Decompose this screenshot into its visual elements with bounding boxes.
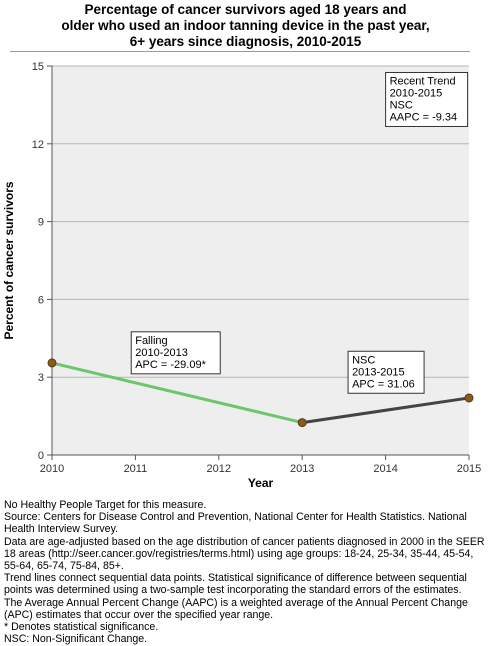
chart-title-line-3: 6+ years since diagnosis, 2010-2015	[129, 34, 362, 49]
data-point	[47, 358, 57, 368]
x-tick-label: 2011	[124, 463, 148, 475]
annotation-text: 2013-2015	[352, 366, 405, 378]
data-point	[464, 393, 474, 403]
annotation-text: NSC	[352, 354, 375, 366]
y-tick-label: 3	[38, 372, 44, 384]
footnote-3: Data are age-adjusted based on the age d…	[4, 535, 485, 573]
x-tick-label: 2012	[207, 463, 231, 475]
footnote-6: * Denotes statistical significance.	[4, 621, 159, 634]
chart-title: Percentage of cancer survivors aged 18 y…	[0, 2, 491, 50]
chart-title-line-2: older who used an indoor tanning device …	[61, 18, 430, 33]
footnote-1: No Healthy People Target for this measur…	[4, 499, 207, 511]
annotation-box	[130, 331, 221, 375]
trend-segment	[50, 361, 304, 425]
annotation-text: 2010-2013	[135, 347, 188, 359]
footnote-5: The Average Annual Percent Change (AAPC)…	[4, 596, 468, 621]
annotation-box	[347, 350, 425, 394]
y-tick-label: 6	[38, 294, 44, 306]
footnote-4: Trend lines connect sequential data poin…	[4, 572, 467, 597]
footnote-2: Source: Centers for Disease Control and …	[4, 511, 467, 536]
footnotes: No Healthy People Target for this measur…	[4, 499, 488, 645]
y-tick-label: 12	[32, 139, 44, 151]
x-tick-label: 2014	[373, 463, 397, 475]
line-chart: 0 3 6 9 12 15 2010 2011 2012 2013 2014 2015 Year Perc…	[2, 61, 481, 490]
x-tick-label: 2013	[290, 463, 314, 475]
annotation-text: APC = -29.09*	[135, 359, 206, 371]
annotation-text: AAPC = -9.34	[390, 111, 458, 123]
trend-segment	[300, 396, 471, 425]
footnote-7: NSC: Non-Significant Change.	[4, 633, 148, 646]
annotation-box	[385, 71, 469, 127]
y-tick-label: 9	[38, 217, 44, 229]
title-divider	[10, 51, 470, 52]
chart-title-line-1: Percentage of cancer survivors aged 18 y…	[84, 2, 407, 17]
y-axis-title: Percent of cancer survivors	[2, 181, 16, 339]
data-point	[297, 418, 307, 428]
annotation-text: NSC	[390, 99, 413, 111]
y-tick-label: 0	[38, 450, 44, 462]
y-tick-label: 15	[32, 61, 44, 73]
annotation-text: Recent Trend	[390, 75, 456, 87]
annotation-text: APC = 31.06	[352, 378, 415, 390]
x-tick-label: 2015	[457, 463, 481, 475]
annotation-text: 2010-2015	[390, 87, 443, 99]
x-tick-label: 2010	[40, 463, 64, 475]
annotation-text: Falling	[135, 335, 167, 347]
x-axis-title: Year	[248, 476, 274, 490]
